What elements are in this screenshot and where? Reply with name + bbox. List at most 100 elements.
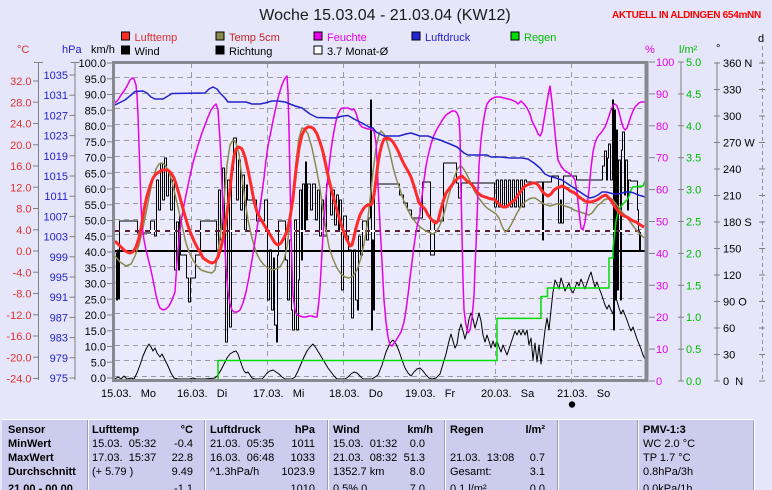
svg-text:PMV-1:3: PMV-1:3 xyxy=(643,424,686,436)
svg-text:WC 2.0 °C: WC 2.0 °C xyxy=(643,438,695,450)
svg-text:0.0: 0.0 xyxy=(686,376,701,388)
svg-text:Feuchte: Feuchte xyxy=(327,32,367,44)
svg-text:0.0kPa/1h: 0.0kPa/1h xyxy=(643,483,693,490)
svg-text:24.0: 24.0 xyxy=(10,119,31,131)
svg-text:Woche 15.03.04 - 21.03.04 (KW1: Woche 15.03.04 - 21.03.04 (KW12) xyxy=(259,7,510,24)
svg-text:Richtung: Richtung xyxy=(229,46,272,58)
svg-text:-8.0: -8.0 xyxy=(13,289,32,301)
svg-text:0.8hPa/3h: 0.8hPa/3h xyxy=(643,466,693,478)
svg-text:0.7: 0.7 xyxy=(530,452,545,464)
svg-text:40.0: 40.0 xyxy=(85,247,106,259)
svg-text:1015: 1015 xyxy=(44,171,68,183)
svg-text:12.0: 12.0 xyxy=(10,182,31,194)
svg-text:2.0: 2.0 xyxy=(686,248,701,260)
svg-text:1033: 1033 xyxy=(291,452,315,464)
svg-text:21.00 - 00.00: 21.00 - 00.00 xyxy=(8,483,73,490)
svg-text:1019: 1019 xyxy=(44,151,68,163)
svg-text:l/m²: l/m² xyxy=(525,424,545,436)
svg-text:987: 987 xyxy=(50,312,68,324)
svg-text:MinWert: MinWert xyxy=(8,438,52,450)
svg-text:40: 40 xyxy=(656,248,668,260)
svg-text:19.03. Fr: 19.03. Fr xyxy=(405,388,455,400)
svg-text:0.0: 0.0 xyxy=(530,483,545,490)
svg-text:0: 0 xyxy=(656,376,662,388)
svg-text:1.5: 1.5 xyxy=(686,280,701,292)
svg-text:991: 991 xyxy=(50,292,68,304)
svg-text:5.0: 5.0 xyxy=(686,57,701,69)
svg-text:51.3: 51.3 xyxy=(404,452,425,464)
svg-text:0.0: 0.0 xyxy=(16,246,31,258)
svg-text:Regen: Regen xyxy=(450,424,484,436)
svg-text:Wind: Wind xyxy=(135,46,160,58)
svg-text:Gesamt:: Gesamt: xyxy=(450,466,492,478)
svg-text:10.0: 10.0 xyxy=(85,342,106,354)
svg-text:15.03. 01:32: 15.03. 01:32 xyxy=(333,438,397,450)
svg-text:1023.9: 1023.9 xyxy=(281,466,315,478)
svg-text:90 O: 90 O xyxy=(723,297,747,309)
svg-text:60: 60 xyxy=(656,185,668,197)
svg-text:TP 1.7 °C: TP 1.7 °C xyxy=(643,452,691,464)
svg-text:-4.0: -4.0 xyxy=(13,267,32,279)
svg-text:3.1: 3.1 xyxy=(530,466,545,478)
svg-text:17.03. 15:37: 17.03. 15:37 xyxy=(92,452,156,464)
svg-text:21.03. So: 21.03. So xyxy=(557,388,610,400)
svg-text:4.5: 4.5 xyxy=(686,89,701,101)
svg-text:90.0: 90.0 xyxy=(85,90,106,102)
svg-text:1011: 1011 xyxy=(44,191,68,203)
svg-text:km/h: km/h xyxy=(91,44,115,56)
svg-text:21.03. 08:32: 21.03. 08:32 xyxy=(333,452,397,464)
svg-text:-12.0: -12.0 xyxy=(6,310,31,322)
svg-text:21.03. 05:35: 21.03. 05:35 xyxy=(210,438,274,450)
svg-text:l/m²: l/m² xyxy=(679,44,698,56)
svg-text:20: 20 xyxy=(656,312,668,324)
svg-text:35.0: 35.0 xyxy=(85,263,106,275)
svg-text:55.0: 55.0 xyxy=(85,200,106,212)
svg-text:1027: 1027 xyxy=(44,110,68,122)
svg-text:100: 100 xyxy=(656,57,674,69)
svg-text:90: 90 xyxy=(656,89,668,101)
svg-text:1010: 1010 xyxy=(291,483,315,490)
svg-text:1011: 1011 xyxy=(291,438,315,450)
svg-text:18.03. Do: 18.03. Do xyxy=(329,388,383,400)
svg-text:3.5: 3.5 xyxy=(686,153,701,165)
svg-text:50: 50 xyxy=(656,217,668,229)
svg-text:(+ 5.79 ): (+ 5.79 ) xyxy=(92,466,133,478)
svg-text:60: 60 xyxy=(723,323,735,335)
svg-text:°C: °C xyxy=(181,424,193,436)
svg-text:1035: 1035 xyxy=(44,70,68,82)
svg-text:5.0: 5.0 xyxy=(91,357,106,369)
svg-text:1.0: 1.0 xyxy=(686,312,701,324)
svg-text:Sensor: Sensor xyxy=(8,424,46,436)
svg-text:28.0: 28.0 xyxy=(10,97,31,109)
svg-text:0.0: 0.0 xyxy=(410,438,425,450)
svg-text:%: % xyxy=(645,44,655,56)
svg-text:17.03. Mi: 17.03. Mi xyxy=(253,388,304,400)
svg-text:15.03. 05:32: 15.03. 05:32 xyxy=(92,438,156,450)
svg-text:8.0: 8.0 xyxy=(410,466,425,478)
svg-text:975: 975 xyxy=(50,373,68,385)
svg-text:16.03. Di: 16.03. Di xyxy=(177,388,227,400)
svg-text:180 S: 180 S xyxy=(723,217,752,229)
svg-text:-16.0: -16.0 xyxy=(6,331,31,343)
svg-text:4.0: 4.0 xyxy=(686,121,701,133)
svg-text:°C: °C xyxy=(17,44,29,56)
svg-text:0.5: 0.5 xyxy=(686,344,701,356)
svg-text:°: ° xyxy=(716,43,720,55)
svg-text:65.0: 65.0 xyxy=(85,168,106,180)
svg-text:80: 80 xyxy=(656,121,668,133)
svg-text:999: 999 xyxy=(50,252,68,264)
svg-text:d: d xyxy=(758,33,764,45)
svg-text:hPa: hPa xyxy=(62,44,82,56)
svg-text:10: 10 xyxy=(656,344,668,356)
svg-text:^1.3hPa/h: ^1.3hPa/h xyxy=(210,466,259,478)
svg-text:0 N: 0 N xyxy=(723,376,743,388)
svg-text:8.0: 8.0 xyxy=(16,204,31,216)
svg-text:20.0: 20.0 xyxy=(85,310,106,322)
svg-text:120: 120 xyxy=(723,270,741,282)
svg-text:270 W: 270 W xyxy=(723,138,755,150)
svg-text:70.0: 70.0 xyxy=(85,153,106,165)
svg-text:979: 979 xyxy=(50,353,68,365)
svg-text:Wind: Wind xyxy=(333,424,360,436)
svg-text:0.0: 0.0 xyxy=(91,373,106,385)
svg-text:-24.0: -24.0 xyxy=(6,374,31,386)
